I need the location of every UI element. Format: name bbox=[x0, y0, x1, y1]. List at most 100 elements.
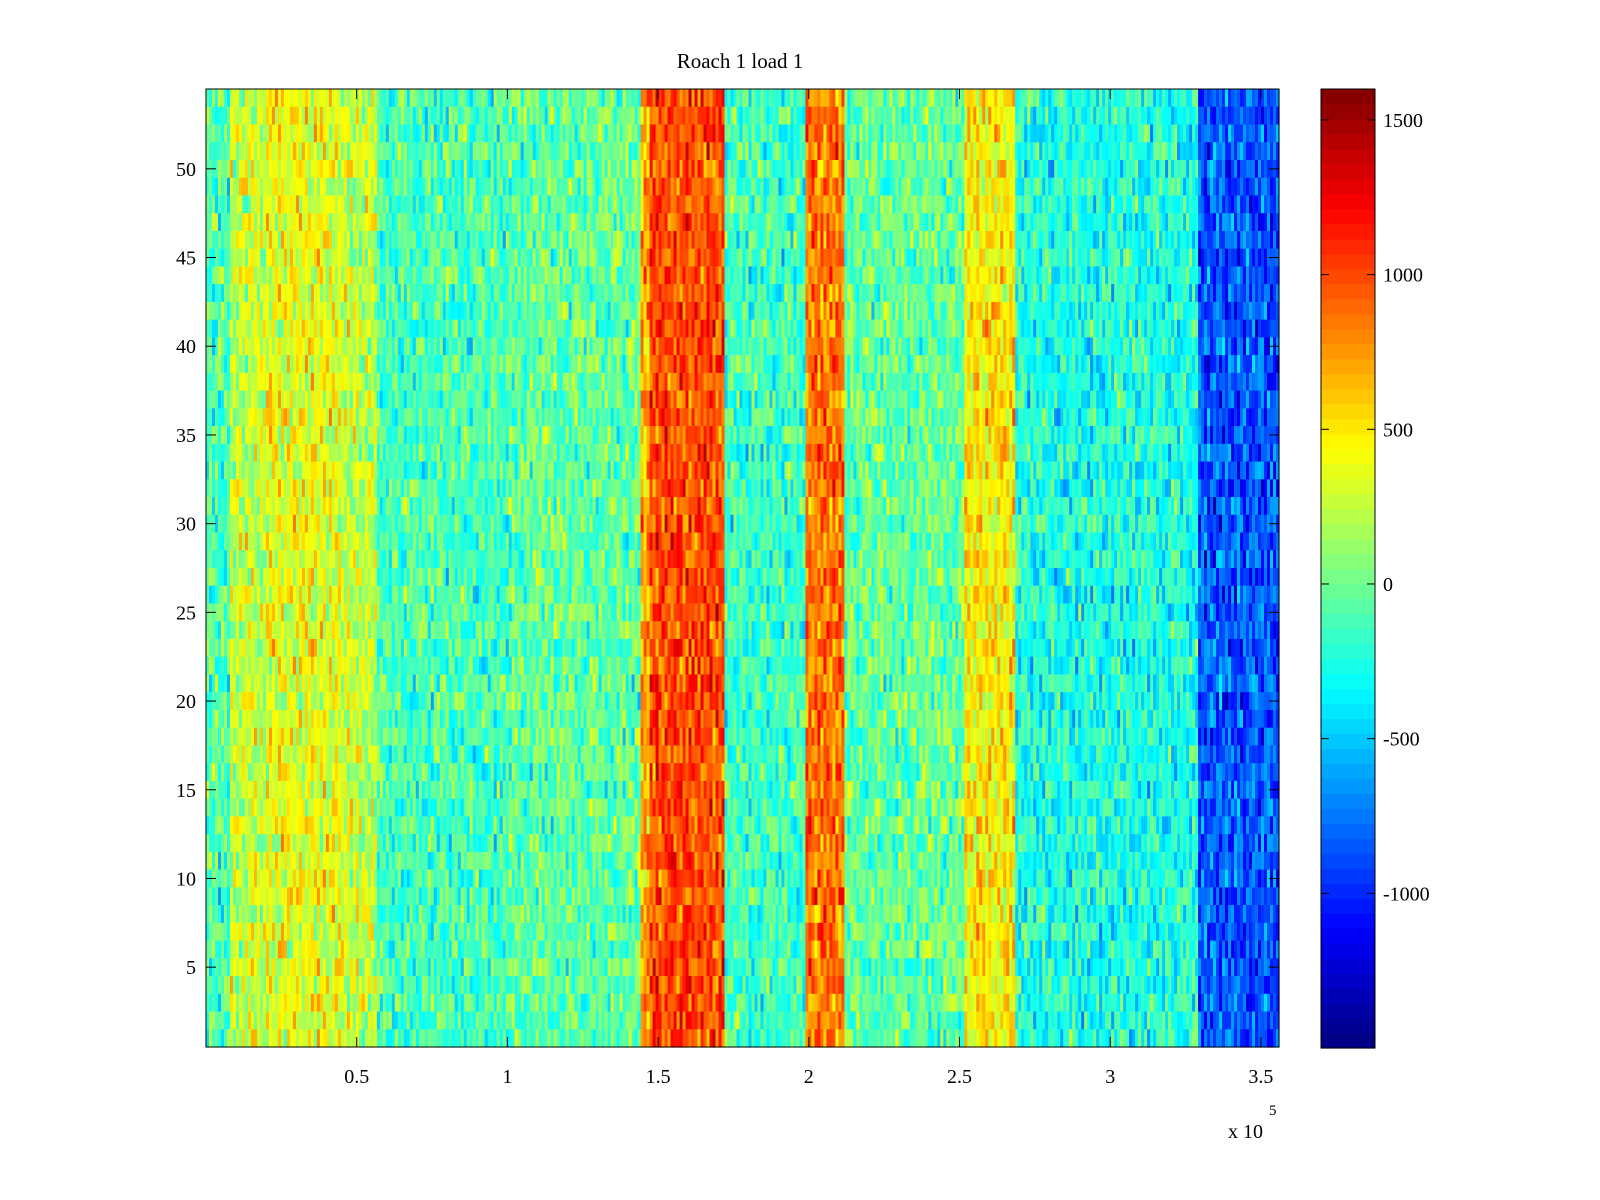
heatmap-cell bbox=[304, 798, 309, 817]
heatmap-cell bbox=[310, 869, 315, 888]
heatmap-cell bbox=[319, 674, 324, 693]
heatmap-cell bbox=[259, 798, 264, 817]
heatmap-cell bbox=[286, 213, 291, 232]
heatmap-cell bbox=[283, 851, 288, 871]
heatmap-cell bbox=[307, 727, 312, 747]
heatmap-cell bbox=[211, 905, 216, 924]
heatmap-cell bbox=[220, 550, 225, 569]
heatmap-cell bbox=[340, 816, 345, 835]
heatmap-cell bbox=[259, 709, 264, 729]
heatmap-cell bbox=[316, 727, 321, 747]
heatmap-cell bbox=[223, 709, 228, 729]
heatmap-cell bbox=[229, 266, 234, 285]
heatmap-cell bbox=[232, 106, 237, 126]
heatmap-cell bbox=[352, 426, 357, 445]
heatmap-cell bbox=[340, 585, 345, 605]
heatmap-cell bbox=[235, 709, 240, 729]
heatmap-cell bbox=[328, 89, 333, 108]
heatmap-cell bbox=[250, 514, 255, 534]
heatmap-cell bbox=[268, 337, 273, 356]
heatmap-cell bbox=[283, 390, 288, 409]
heatmap-cell bbox=[211, 230, 216, 250]
heatmap-cell bbox=[277, 89, 282, 108]
heatmap-cell bbox=[259, 940, 264, 959]
heatmap-cell bbox=[337, 674, 342, 693]
heatmap-cell bbox=[256, 976, 261, 995]
heatmap-cell bbox=[298, 89, 303, 108]
heatmap-cell bbox=[334, 692, 339, 711]
heatmap-cell bbox=[334, 390, 339, 409]
heatmap-cell bbox=[232, 266, 237, 285]
heatmap-cell bbox=[319, 461, 324, 480]
heatmap-cell bbox=[289, 248, 294, 268]
heatmap-cell bbox=[241, 497, 246, 516]
heatmap-cell bbox=[307, 248, 312, 268]
heatmap-cell bbox=[238, 461, 243, 480]
heatmap-cell bbox=[319, 709, 324, 729]
heatmap-cell bbox=[328, 621, 333, 640]
heatmap-cell bbox=[262, 89, 267, 108]
heatmap-cell bbox=[283, 106, 288, 126]
heatmap-cell bbox=[289, 603, 294, 622]
heatmap-cell bbox=[289, 177, 294, 197]
heatmap-cell bbox=[313, 319, 318, 338]
heatmap-cell bbox=[256, 195, 261, 214]
heatmap-cell bbox=[211, 284, 216, 303]
heatmap-cell bbox=[292, 727, 297, 747]
heatmap-cell bbox=[265, 709, 270, 729]
heatmap-cell bbox=[295, 532, 300, 551]
heatmap-cell bbox=[247, 230, 252, 250]
heatmap-cell bbox=[307, 230, 312, 250]
heatmap-cell bbox=[244, 319, 249, 338]
heatmap-cell bbox=[223, 621, 228, 640]
heatmap-cell bbox=[256, 709, 261, 729]
heatmap-cell bbox=[292, 461, 297, 480]
heatmap-cell bbox=[349, 692, 354, 711]
heatmap-cell bbox=[298, 266, 303, 285]
heatmap-cell bbox=[235, 426, 240, 445]
heatmap-cell bbox=[259, 638, 264, 658]
heatmap-cell bbox=[337, 390, 342, 409]
heatmap-cell bbox=[220, 976, 225, 995]
heatmap-cell bbox=[292, 89, 297, 108]
heatmap-cell bbox=[217, 1011, 222, 1030]
heatmap-cell bbox=[307, 1029, 312, 1048]
heatmap-cell bbox=[337, 887, 342, 906]
heatmap-cell bbox=[253, 798, 258, 817]
heatmap-cell bbox=[223, 568, 228, 587]
heatmap-cell bbox=[256, 851, 261, 871]
heatmap-cell bbox=[289, 1029, 294, 1048]
heatmap-cell bbox=[331, 213, 336, 232]
heatmap-cell bbox=[235, 177, 240, 197]
heatmap-cell bbox=[322, 426, 327, 445]
heatmap-cell bbox=[298, 408, 303, 427]
heatmap-cell bbox=[268, 1011, 273, 1030]
heatmap-cell bbox=[286, 922, 291, 942]
heatmap-cell bbox=[256, 745, 261, 764]
heatmap-cell bbox=[328, 656, 333, 676]
heatmap-cell bbox=[211, 568, 216, 587]
heatmap-cell bbox=[211, 497, 216, 516]
heatmap-cell bbox=[277, 213, 282, 232]
heatmap-cell bbox=[289, 940, 294, 959]
heatmap-cell bbox=[223, 213, 228, 232]
heatmap-cell bbox=[259, 568, 264, 587]
heatmap-cell bbox=[283, 142, 288, 161]
heatmap-cell bbox=[235, 763, 240, 782]
heatmap-cell bbox=[235, 940, 240, 959]
heatmap-cell bbox=[220, 514, 225, 534]
heatmap-cell bbox=[340, 869, 345, 888]
heatmap-cell bbox=[292, 621, 297, 640]
heatmap-cell bbox=[346, 514, 351, 534]
heatmap-cell bbox=[304, 585, 309, 605]
heatmap-cell bbox=[217, 408, 222, 427]
heatmap-cell bbox=[340, 266, 345, 285]
heatmap-cell bbox=[223, 674, 228, 693]
heatmap-cell bbox=[310, 213, 315, 232]
heatmap-cell bbox=[310, 1029, 315, 1048]
heatmap-cell bbox=[319, 692, 324, 711]
heatmap-cell bbox=[331, 230, 336, 250]
heatmap-cell bbox=[235, 692, 240, 711]
heatmap-cell bbox=[334, 763, 339, 782]
heatmap-cell bbox=[256, 550, 261, 569]
